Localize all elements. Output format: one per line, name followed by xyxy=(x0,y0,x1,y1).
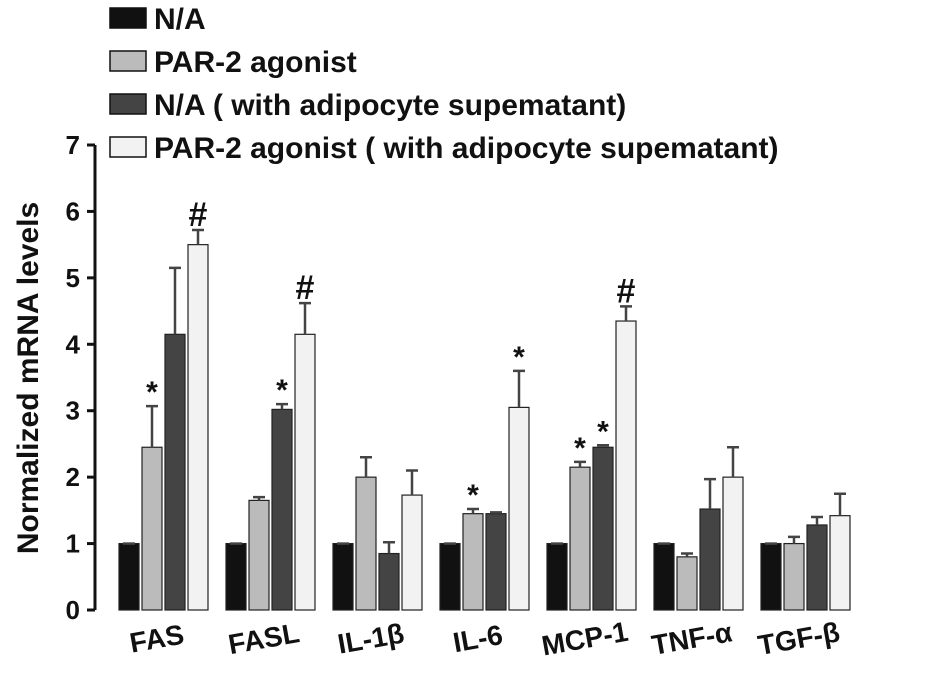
annotation: * xyxy=(513,341,525,374)
error-bar xyxy=(146,404,158,448)
x-tick-label: FAS xyxy=(127,619,186,659)
x-tick-label: TNF-α xyxy=(649,616,734,661)
y-axis-label: Normalized mRNA levels xyxy=(12,202,45,554)
error-bar xyxy=(253,495,265,501)
y-tick-label: 1 xyxy=(66,529,80,559)
bar xyxy=(248,499,270,611)
bar xyxy=(141,446,163,611)
error-bar xyxy=(467,507,479,514)
annotation: # xyxy=(189,196,208,234)
x-tick-label: FASL xyxy=(226,617,302,660)
error-bar xyxy=(834,492,846,516)
bar xyxy=(546,542,568,611)
error-bar xyxy=(169,266,181,335)
annotation: # xyxy=(296,269,315,307)
bar xyxy=(355,476,377,611)
legend-swatch xyxy=(109,93,147,115)
error-bar xyxy=(276,402,288,410)
bar xyxy=(508,406,530,611)
error-bar xyxy=(360,455,372,478)
bar xyxy=(829,515,851,611)
bar xyxy=(378,552,400,611)
bar xyxy=(462,513,484,611)
y-tick-label: 2 xyxy=(66,462,80,492)
bar xyxy=(225,542,247,611)
annotation: * xyxy=(597,415,609,448)
annotation: * xyxy=(276,374,288,407)
bar xyxy=(164,333,186,611)
bar xyxy=(783,542,805,611)
legend-label: PAR-2 agonist ( with adipocyte supematan… xyxy=(154,132,779,165)
bar xyxy=(615,320,637,611)
error-bar xyxy=(704,477,716,510)
bar xyxy=(653,542,675,611)
annotation: * xyxy=(146,376,158,409)
annotation: * xyxy=(467,479,479,512)
error-bar xyxy=(620,305,632,322)
error-bar xyxy=(788,535,800,544)
legend-swatch xyxy=(109,136,147,158)
bar xyxy=(439,542,461,611)
annotation: * xyxy=(574,432,586,465)
error-bar xyxy=(811,515,823,525)
bar xyxy=(722,476,744,611)
y-tick-label: 4 xyxy=(66,329,81,359)
error-bar xyxy=(513,369,525,408)
bar xyxy=(592,446,614,611)
legend-label: PAR-2 agonist xyxy=(154,46,357,79)
error-bar xyxy=(681,552,693,557)
bar xyxy=(569,466,591,611)
error-bar xyxy=(727,446,739,478)
bar xyxy=(485,513,507,611)
y-tick-label: 3 xyxy=(66,396,80,426)
bar xyxy=(760,542,782,611)
x-tick-label: IL-1β xyxy=(335,618,406,660)
bar xyxy=(806,524,828,611)
legend-label: N/A xyxy=(154,3,206,36)
bar xyxy=(187,244,209,611)
error-bar xyxy=(383,540,395,554)
bar xyxy=(332,542,354,611)
error-bar xyxy=(406,469,418,496)
error-bar xyxy=(192,228,204,245)
bar xyxy=(294,333,316,611)
y-tick-label: 7 xyxy=(66,130,80,160)
error-bar xyxy=(299,301,311,335)
y-tick-label: 5 xyxy=(66,263,80,293)
error-bar xyxy=(490,511,502,514)
bar xyxy=(118,542,140,611)
legend-swatch xyxy=(109,7,147,29)
error-bar xyxy=(597,444,609,448)
x-tick-label: IL-6 xyxy=(451,619,505,658)
bar xyxy=(676,556,698,611)
error-bar xyxy=(574,460,586,468)
y-tick-label: 0 xyxy=(66,595,80,625)
bar xyxy=(401,494,423,611)
legend-swatch xyxy=(109,50,147,72)
x-tick-label: MCP-1 xyxy=(539,616,630,662)
bar xyxy=(271,408,293,611)
y-tick-label: 6 xyxy=(66,196,80,226)
legend-label: N/A ( with adipocyte supematant) xyxy=(154,89,626,122)
annotation: # xyxy=(617,272,636,310)
bar xyxy=(699,508,721,611)
x-tick-label: TGF-β xyxy=(756,616,843,661)
